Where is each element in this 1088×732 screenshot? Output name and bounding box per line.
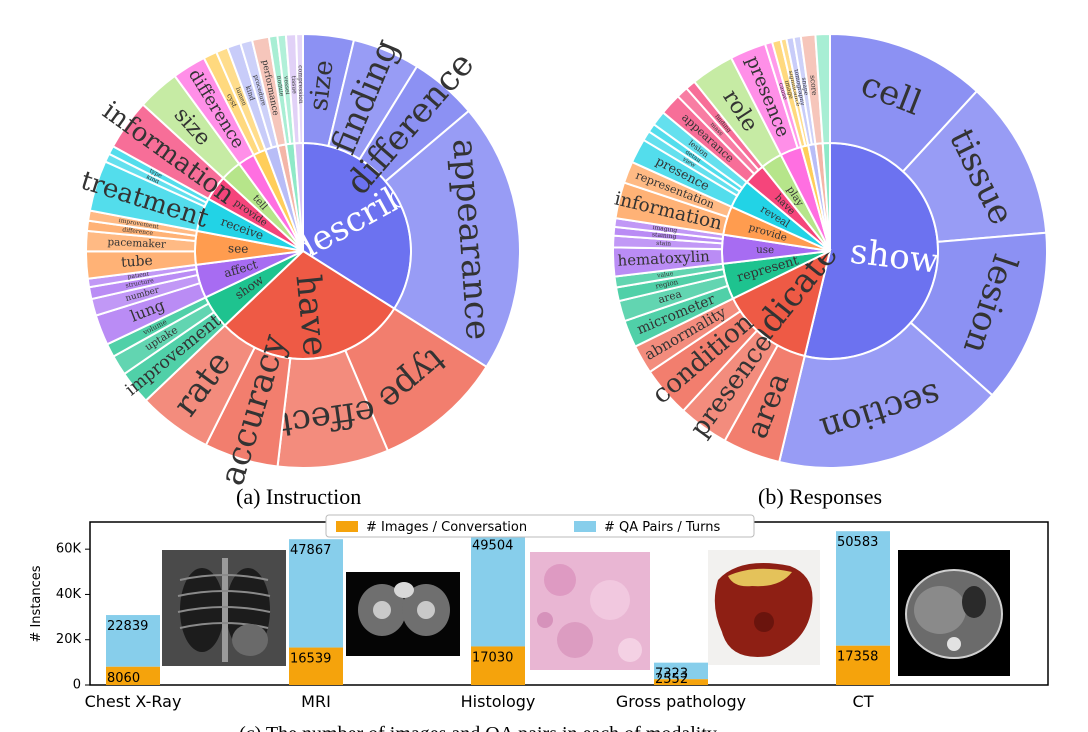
bar-group-chest-x-ray: 22839 8060 Chest X-Ray (85, 615, 182, 711)
outer-label-tube: tube (121, 253, 154, 271)
legend-label-0: # Images / Conversation (366, 520, 527, 535)
legend-swatch-0 (336, 521, 358, 532)
y-tick-label: 60K (56, 542, 82, 557)
bar-qa-pairs (471, 534, 525, 647)
inner-label-have: have (287, 273, 335, 358)
outer-label-vessel: vessel (282, 75, 291, 95)
image-chest-xray (162, 550, 286, 666)
bar-group-mri: 47867 16539 MRI (289, 539, 343, 711)
bar-qa-pairs (836, 531, 890, 646)
data-label-images: 2552 (655, 672, 688, 687)
inner-label-use: use (756, 244, 774, 256)
modality-images (162, 550, 1010, 676)
bar-qa-pairs (289, 539, 343, 648)
legend-swatch-1 (574, 521, 596, 532)
bar-group-ct: 50583 17358 CT (836, 531, 890, 711)
outer-label-hematoxylin: hematoxylin (617, 247, 710, 270)
outer-label-shape: shape (800, 77, 810, 96)
image-mri (346, 572, 460, 656)
data-label-qa-pairs: 49504 (472, 538, 513, 553)
bar-images (836, 645, 890, 685)
legend: # Images / Conversation # QA Pairs / Turn… (325, 514, 755, 538)
image-histology (530, 552, 650, 670)
caption-responses: (b) Responses (758, 484, 883, 509)
outer-label-cause: cause (777, 82, 789, 101)
outer-label-imaging: imaging (652, 224, 678, 234)
outer-segment-appearance (384, 109, 521, 369)
data-label-images: 8060 (107, 671, 140, 686)
outer-label-value: value (656, 270, 675, 279)
inner-label-see: see (228, 241, 249, 256)
x-tick-label-gross-pathology: Gross pathology (616, 692, 746, 711)
legend-box (325, 514, 755, 538)
y-tick-label: 20K (56, 632, 82, 647)
outer-segment-section (777, 321, 994, 469)
x-tick-label-histology: Histology (461, 692, 536, 711)
x-tick-label-chest-x-ray: Chest X-Ray (85, 692, 182, 711)
y-axis: 0 20K 40K 60K (56, 542, 90, 693)
bar-images (471, 646, 525, 685)
sunburst-charts: describehaveshowaffectseereceiveprovidet… (77, 32, 1048, 490)
outer-label-score: score (808, 75, 819, 97)
image-ct (898, 550, 1010, 676)
modality-bar-chart: 22839 8060 Chest X-Ray 47867 16539 MRI 49504 17… (29, 514, 1049, 732)
bars-layer: 22839 8060 Chest X-Ray 47867 16539 MRI 49504 17… (85, 531, 890, 711)
outer-segment-blank (814, 32, 831, 145)
outer-label-size: size (304, 59, 340, 113)
outer-label-staining: staining (652, 231, 677, 240)
y-axis-label: # Instances (29, 565, 44, 642)
outer-label-image: image (783, 80, 794, 100)
data-label-images: 16539 (290, 652, 331, 667)
bar-qa-pairs (654, 662, 708, 680)
data-label-images: 17358 (837, 650, 878, 665)
outer-label-patient: patient (127, 270, 150, 280)
caption-instruction: (a) Instruction (236, 484, 362, 509)
y-tick-label: 0 (73, 678, 81, 693)
x-tick-label-mri: MRI (301, 692, 331, 711)
outer-label-nodule: nodule (275, 75, 285, 97)
outer-label-tissue: tissue (290, 76, 298, 95)
image-gross-pathology (708, 550, 820, 665)
data-label-qa-pairs: 50583 (837, 535, 878, 550)
bar-qa-pairs (106, 615, 160, 667)
data-label-qa-pairs: 22839 (107, 619, 148, 634)
x-tick-label-ct: CT (853, 692, 874, 711)
legend-label-1: # QA Pairs / Turns (604, 520, 720, 535)
outer-label-difference: difference (122, 226, 154, 237)
outer-label-compression: compression (297, 65, 305, 104)
bar-images (106, 666, 160, 685)
bar-images (289, 647, 343, 685)
outer-label-stain: stain (656, 240, 671, 248)
sunburst-0: describehaveshowaffectseereceiveprovidet… (77, 32, 521, 490)
data-label-images: 17030 (472, 650, 513, 665)
bar-group-histology: 49504 17030 Histology (461, 534, 536, 711)
bar-images (654, 679, 708, 685)
outer-label-pacemaker: pacemaker (107, 236, 166, 251)
data-label-qa-pairs: 47867 (290, 543, 331, 558)
sunburst-1: showindicaterepresentuseproviderevealhav… (612, 32, 1048, 469)
y-tick-label: 40K (56, 587, 82, 602)
outer-segment-compression (295, 32, 304, 145)
data-label-qa-pairs: 7323 (655, 667, 688, 682)
